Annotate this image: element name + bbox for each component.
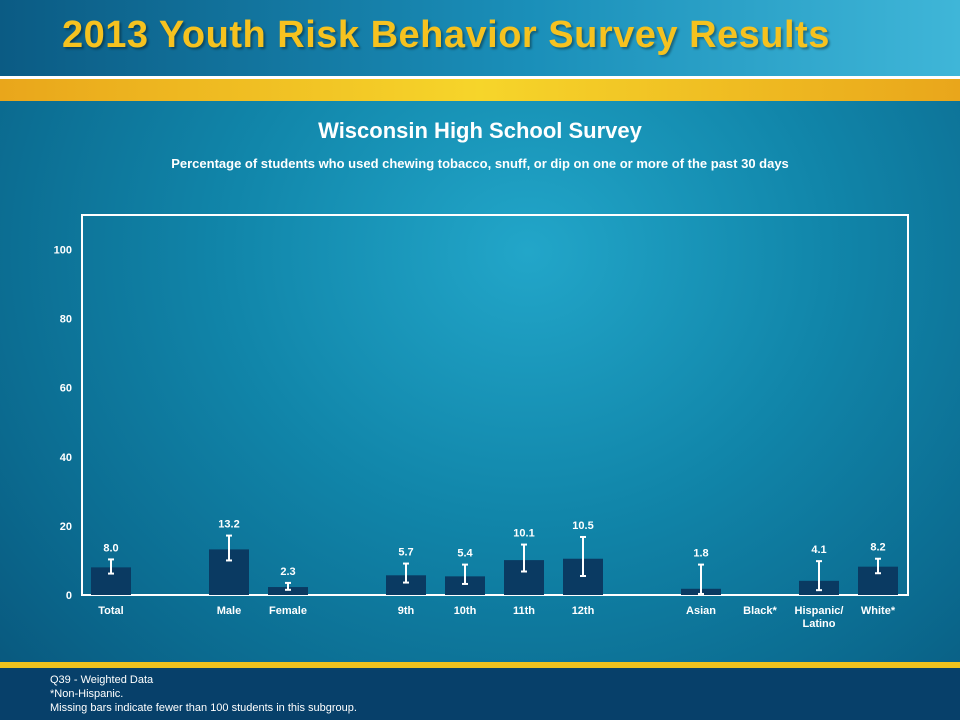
value-label-12th: 10.5: [572, 520, 593, 532]
value-label-asian: 1.8: [693, 548, 708, 560]
plot-frame: [81, 214, 909, 596]
chart-subtitle: Percentage of students who used chewing …: [171, 156, 789, 171]
y-tick-label-40: 40: [60, 452, 72, 464]
bar-9th: [386, 575, 426, 595]
value-label-10th: 5.4: [457, 548, 473, 560]
x-label-male: Male: [217, 605, 241, 617]
error-bar-female: [285, 581, 291, 591]
gold-band: [0, 79, 960, 101]
value-label-female: 2.3: [280, 566, 295, 578]
x-label-10th: 10th: [454, 605, 477, 617]
error-bar-hispanic-latino: [816, 560, 822, 592]
error-bar-white: [875, 557, 881, 575]
header-divider: [0, 76, 960, 79]
error-bar-total: [108, 558, 114, 575]
x-label-12th: 12th: [572, 605, 595, 617]
x-axis-labels: Total Male Female 9th 10th 11th 12th Asian Black…: [98, 605, 896, 630]
footer-gold-band: [0, 662, 960, 668]
header-banner: 2013 Youth Risk Behavior Survey Results: [0, 0, 960, 76]
value-label-9th: 5.7: [398, 547, 413, 559]
y-tick-label-0: 0: [66, 590, 72, 602]
error-bar-male: [226, 534, 232, 562]
y-tick-label-100: 100: [54, 245, 72, 257]
bars: [91, 549, 898, 595]
y-tick-label-60: 60: [60, 383, 72, 395]
value-label-white: 8.2: [870, 542, 885, 554]
footer-note-missing: Missing bars indicate fewer than 100 stu…: [50, 702, 357, 714]
x-label-hispanic-latino: Hispanic/Latino: [795, 605, 844, 630]
x-label-female: Female: [269, 605, 307, 617]
header-title: 2013 Youth Risk Behavior Survey Results: [62, 14, 830, 56]
footer-note-nonhispanic: *Non-Hispanic.: [50, 688, 124, 700]
chart-title: Wisconsin High School Survey: [318, 118, 642, 143]
value-labels: 8.0 13.2 2.3 5.7 5.4 10.1 10.5 1.8 4.1 8.2: [103, 519, 885, 578]
footer-note-data: Q39 - Weighted Data: [50, 674, 154, 686]
x-label-asian: Asian: [686, 605, 716, 617]
error-bars: [108, 534, 881, 595]
y-tick-label-80: 80: [60, 314, 72, 326]
error-bar-9th: [403, 562, 409, 584]
value-label-hispanic-latino: 4.1: [811, 544, 826, 556]
bar-female: [268, 587, 308, 595]
x-label-black: Black*: [743, 605, 777, 617]
value-label-male: 13.2: [218, 519, 239, 531]
bar-10th: [445, 576, 485, 595]
error-bar-10th: [462, 563, 468, 585]
error-bar-asian: [698, 563, 704, 595]
value-label-total: 8.0: [103, 542, 118, 554]
error-bar-12th: [580, 535, 586, 577]
footer: Q39 - Weighted Data *Non-Hispanic. Missi…: [0, 668, 960, 720]
y-axis: 0 20 40 60 80 100: [54, 245, 72, 602]
y-tick-label-20: 20: [60, 521, 72, 533]
x-label-white: White*: [861, 605, 896, 617]
x-label-9th: 9th: [398, 605, 415, 617]
value-label-11th: 10.1: [513, 528, 534, 540]
x-label-total: Total: [98, 605, 123, 617]
x-label-11th: 11th: [513, 605, 535, 617]
error-bar-11th: [521, 543, 527, 573]
